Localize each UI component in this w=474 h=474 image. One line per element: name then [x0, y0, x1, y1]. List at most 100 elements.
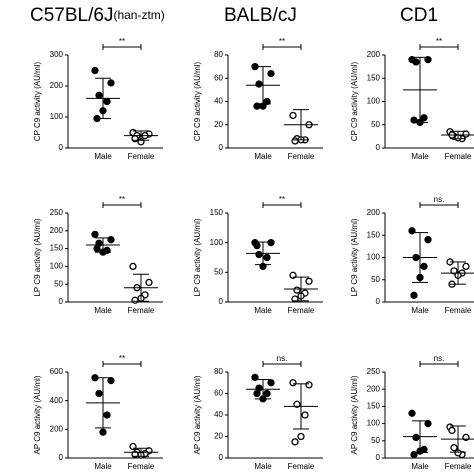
y-tick-label: 60	[214, 389, 223, 398]
y-tick-label: 50	[371, 275, 380, 284]
data-point	[253, 241, 261, 250]
data-point	[251, 373, 259, 382]
significance-label: **	[119, 37, 125, 46]
y-tick-label: 0	[376, 297, 381, 306]
column-title: CD1	[400, 5, 438, 26]
data-point	[297, 432, 305, 441]
x-tick-label: Female	[445, 152, 472, 161]
data-point	[107, 376, 115, 385]
data-point	[410, 116, 418, 124]
y-tick-label: 150	[367, 73, 381, 82]
y-tick-label: 250	[50, 208, 64, 217]
column-title: BALB/cJ	[224, 5, 297, 26]
y-tick-label: 150	[50, 244, 64, 253]
data-point	[420, 262, 428, 271]
data-point	[95, 91, 103, 99]
x-tick-label: Female	[445, 462, 472, 471]
y-tick-label: 50	[54, 279, 63, 288]
y-axis-label: AP C9 activity (AU/ml)	[193, 375, 202, 454]
y-tick-label: 80	[214, 367, 223, 376]
y-axis-label: CP C9 activity (AU/ml)	[350, 61, 359, 141]
y-tick-label: 400	[50, 396, 64, 405]
data-point	[95, 389, 103, 398]
data-point	[301, 411, 309, 419]
data-point	[91, 230, 99, 239]
x-tick-label: Male	[411, 462, 429, 471]
data-point	[410, 291, 418, 299]
data-point	[129, 262, 137, 271]
data-point	[103, 97, 111, 106]
x-tick-label: Female	[445, 306, 472, 315]
data-point	[305, 277, 313, 285]
y-tick-label: 0	[219, 453, 224, 462]
y-tick-label: 250	[367, 367, 381, 376]
y-tick-label: 0	[376, 143, 381, 152]
data-point	[410, 450, 418, 459]
y-tick-label: 20	[214, 120, 223, 129]
y-tick-label: 40	[214, 97, 223, 106]
x-tick-label: Female	[128, 306, 155, 315]
data-point	[263, 389, 271, 398]
data-point	[293, 286, 301, 294]
x-tick-label: Male	[254, 152, 272, 161]
y-tick-label: 200	[367, 384, 381, 393]
data-point	[424, 419, 432, 428]
data-point	[412, 433, 420, 442]
y-tick-label: 100	[50, 262, 64, 271]
y-tick-label: 200	[367, 50, 381, 59]
y-tick-label: 600	[50, 367, 64, 376]
x-tick-label: Male	[411, 306, 429, 315]
y-axis-label: AP C9 activity (AU/ml)	[33, 375, 42, 454]
x-tick-label: Male	[94, 152, 112, 161]
y-tick-label: 50	[371, 120, 380, 129]
significance-label: **	[119, 354, 125, 363]
y-tick-label: 100	[210, 238, 224, 247]
x-tick-label: Female	[288, 306, 315, 315]
y-tick-label: 200	[50, 424, 64, 433]
data-point	[107, 79, 115, 87]
x-tick-label: Female	[128, 152, 155, 161]
x-tick-label: Male	[411, 152, 429, 161]
data-point	[131, 296, 139, 304]
y-axis-label: CP C9 activity (AU/ml)	[193, 61, 202, 141]
data-point	[412, 58, 420, 66]
y-tick-label: 0	[59, 143, 64, 152]
y-tick-label: 150	[210, 208, 224, 217]
y-axis-label: LP C9 activity (AU/ml)	[33, 218, 42, 296]
y-tick-label: 80	[214, 50, 223, 59]
title-main: C57BL/6J	[30, 5, 113, 26]
data-point	[450, 444, 458, 452]
y-tick-label: 200	[50, 81, 64, 90]
data-point	[293, 400, 301, 408]
x-tick-label: Female	[288, 462, 315, 471]
y-tick-label: 100	[367, 419, 381, 428]
column-title: C57BL/6J(han-ztm)	[30, 5, 165, 26]
data-point	[448, 426, 456, 435]
x-tick-label: Male	[254, 462, 272, 471]
y-axis-label: CP C9 activity (AU/ml)	[33, 61, 42, 141]
data-point	[289, 379, 297, 387]
significance-label: ns.	[434, 195, 445, 204]
y-tick-label: 150	[367, 230, 381, 239]
data-point	[103, 411, 111, 419]
y-tick-label: 100	[367, 97, 381, 106]
data-point	[267, 239, 275, 247]
data-point	[289, 111, 297, 120]
data-point	[263, 253, 271, 262]
y-tick-label: 0	[376, 453, 381, 462]
significance-label: ns.	[434, 354, 445, 363]
y-tick-label: 0	[59, 453, 64, 462]
y-axis-label: LP C9 activity (AU/ml)	[193, 218, 202, 296]
y-tick-label: 50	[371, 436, 380, 445]
y-tick-label: 0	[219, 143, 224, 152]
significance-label: **	[119, 195, 125, 204]
data-point	[253, 102, 261, 110]
x-tick-label: Female	[288, 152, 315, 161]
data-point	[424, 236, 432, 244]
data-point	[291, 137, 299, 145]
y-tick-label: 100	[50, 112, 64, 121]
data-point	[99, 428, 107, 436]
y-tick-label: 0	[219, 297, 224, 306]
